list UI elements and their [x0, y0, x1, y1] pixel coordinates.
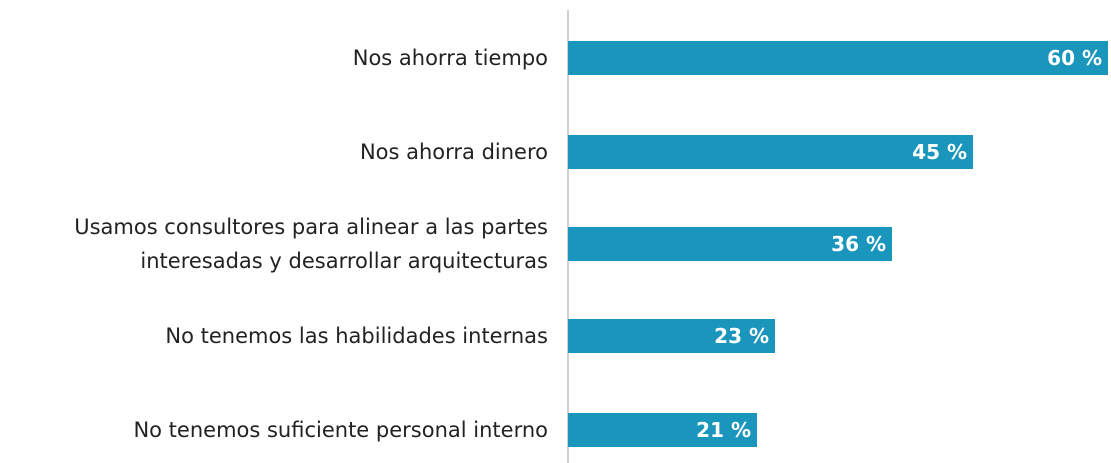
- category-label: Usamos consultores para alinear a las pa…: [74, 215, 548, 273]
- value-label: 23 %: [714, 324, 769, 348]
- category-label: Nos ahorra dinero: [359, 140, 548, 164]
- value-label: 36 %: [831, 232, 886, 256]
- bar: 45 %: [568, 135, 973, 169]
- category-label: No tenemos las habilidades internas: [165, 324, 548, 348]
- value-label: 21 %: [696, 418, 751, 442]
- value-label: 60 %: [1047, 46, 1102, 70]
- value-label: 45 %: [912, 140, 967, 164]
- category-label: Nos ahorra tiempo: [352, 46, 548, 70]
- bar: 60 %: [568, 41, 1108, 75]
- bar: 23 %: [568, 319, 775, 353]
- bar: 36 %: [568, 227, 892, 261]
- bar: 21 %: [568, 413, 757, 447]
- category-label: No tenemos suficiente personal interno: [133, 418, 548, 442]
